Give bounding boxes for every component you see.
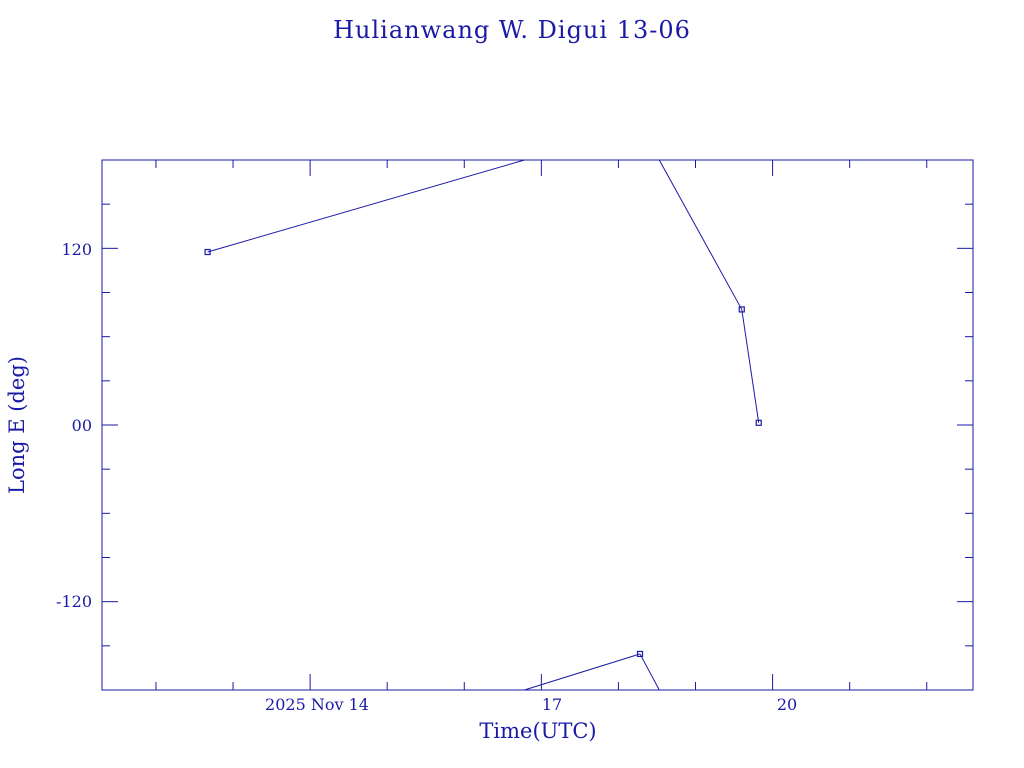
y-tick-labels: 120 00 -120 xyxy=(56,240,92,611)
series-longitude xyxy=(204,159,762,691)
y-tick-label-minus-120: -120 xyxy=(56,592,92,611)
data-point-marker xyxy=(636,650,644,658)
y-axis-title: Long E (deg) xyxy=(5,356,29,494)
series-segment xyxy=(741,309,760,423)
x-tick-label-nov-14: 2025 Nov 14 xyxy=(265,695,369,714)
x-axis-title: Time(UTC) xyxy=(479,719,596,743)
x-tick-labels: 2025 Nov 14 17 20 xyxy=(265,695,797,714)
series-segment xyxy=(639,653,660,691)
data-point-marker xyxy=(204,248,211,256)
y-tick-label-120: 120 xyxy=(61,240,92,259)
x-tick-label-17: 17 xyxy=(542,695,562,714)
series-segment xyxy=(524,653,641,691)
series-segment xyxy=(658,159,743,310)
axis-ticks xyxy=(102,160,973,690)
series-segment xyxy=(207,159,525,253)
data-point-marker xyxy=(755,419,762,426)
plot-frame xyxy=(101,159,974,691)
data-point-marker xyxy=(738,306,745,313)
y-tick-label-0: 00 xyxy=(72,416,92,435)
x-tick-label-20: 20 xyxy=(777,695,797,714)
chart-title: Hulianwang W. Digui 13-06 xyxy=(333,16,691,44)
